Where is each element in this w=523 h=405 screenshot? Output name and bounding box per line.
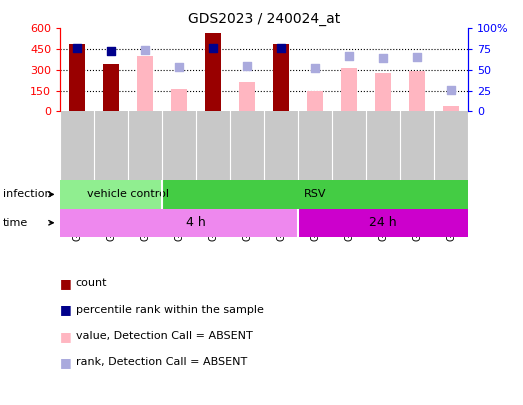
Bar bbox=[298, 209, 468, 237]
Text: count: count bbox=[76, 279, 107, 288]
Text: 4 h: 4 h bbox=[186, 216, 206, 229]
Bar bbox=[376, 72, 391, 111]
Bar bbox=[162, 180, 468, 209]
Bar bbox=[206, 32, 221, 111]
Point bbox=[73, 45, 82, 51]
Text: value, Detection Call = ABSENT: value, Detection Call = ABSENT bbox=[76, 331, 253, 341]
Bar bbox=[138, 56, 153, 111]
Bar bbox=[308, 91, 323, 111]
Bar bbox=[60, 180, 196, 209]
Point bbox=[345, 53, 354, 59]
Point bbox=[311, 65, 320, 71]
Text: vehicle control: vehicle control bbox=[87, 190, 169, 199]
Text: percentile rank within the sample: percentile rank within the sample bbox=[76, 305, 264, 315]
Bar bbox=[240, 82, 255, 111]
Text: infection: infection bbox=[3, 190, 51, 199]
Bar bbox=[70, 44, 85, 111]
Bar bbox=[60, 209, 332, 237]
Point bbox=[413, 53, 422, 60]
Title: GDS2023 / 240024_at: GDS2023 / 240024_at bbox=[188, 12, 340, 26]
Point bbox=[141, 47, 150, 53]
Text: ■: ■ bbox=[60, 277, 72, 290]
Point bbox=[175, 64, 184, 70]
Bar bbox=[274, 44, 289, 111]
Point bbox=[379, 55, 388, 62]
Bar bbox=[410, 70, 425, 111]
Point bbox=[243, 62, 252, 69]
Bar bbox=[172, 89, 187, 111]
Text: 24 h: 24 h bbox=[369, 216, 397, 229]
Bar bbox=[342, 68, 357, 111]
Text: time: time bbox=[3, 218, 28, 228]
Text: RSV: RSV bbox=[304, 190, 326, 199]
Point bbox=[107, 47, 116, 54]
Text: rank, Detection Call = ABSENT: rank, Detection Call = ABSENT bbox=[76, 358, 247, 367]
Text: ■: ■ bbox=[60, 303, 72, 316]
Point bbox=[277, 45, 286, 51]
Bar bbox=[104, 64, 119, 111]
Bar bbox=[444, 106, 459, 111]
Text: ■: ■ bbox=[60, 356, 72, 369]
Text: ■: ■ bbox=[60, 330, 72, 343]
Point bbox=[447, 87, 456, 93]
Point bbox=[209, 45, 218, 51]
